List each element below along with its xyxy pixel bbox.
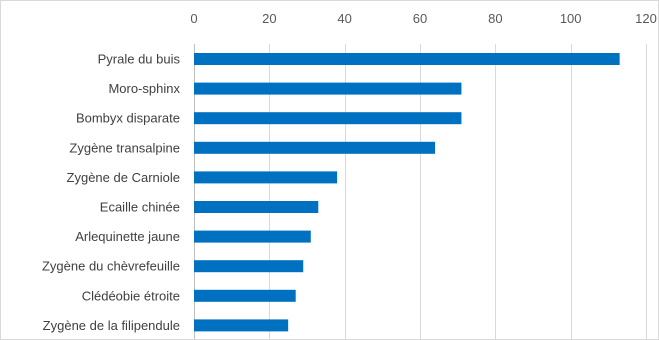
x-tick-label: 120 bbox=[635, 11, 657, 26]
category-label: Moro-sphinx bbox=[108, 81, 180, 96]
category-label: Zygène de Carniole bbox=[67, 170, 180, 185]
category-label: Pyrale du buis bbox=[98, 52, 181, 67]
bar bbox=[194, 171, 338, 184]
x-tick-label: 0 bbox=[190, 11, 197, 26]
bar bbox=[194, 112, 462, 125]
bar bbox=[194, 82, 462, 95]
bar bbox=[194, 53, 620, 65]
bars bbox=[194, 53, 620, 332]
x-tick-label: 60 bbox=[413, 11, 427, 26]
x-tick-label: 20 bbox=[262, 11, 276, 26]
category-label: Zygène du chèvrefeuille bbox=[42, 259, 180, 274]
x-tick-label: 80 bbox=[488, 11, 502, 26]
bar bbox=[194, 260, 304, 273]
bar bbox=[194, 201, 319, 213]
bar bbox=[194, 141, 436, 154]
bar bbox=[194, 289, 296, 302]
category-label: Zygène transalpine bbox=[69, 140, 180, 155]
category-label: Clédéobie étroite bbox=[82, 288, 180, 303]
category-label: Zygène de la filipendule bbox=[43, 318, 180, 333]
bar bbox=[194, 230, 311, 243]
x-tick-label: 100 bbox=[560, 11, 582, 26]
category-labels: Pyrale du buis Moro-sphinx Bombyx disparat… bbox=[42, 52, 181, 333]
category-label: Ecaille chinée bbox=[100, 200, 180, 215]
category-label: Bombyx disparate bbox=[76, 111, 180, 126]
bar bbox=[194, 319, 289, 332]
category-label: Arlequinette jaune bbox=[75, 229, 180, 244]
x-axis-ticks: 0 20 40 60 80 100 120 bbox=[190, 11, 656, 26]
x-tick-label: 40 bbox=[337, 11, 351, 26]
